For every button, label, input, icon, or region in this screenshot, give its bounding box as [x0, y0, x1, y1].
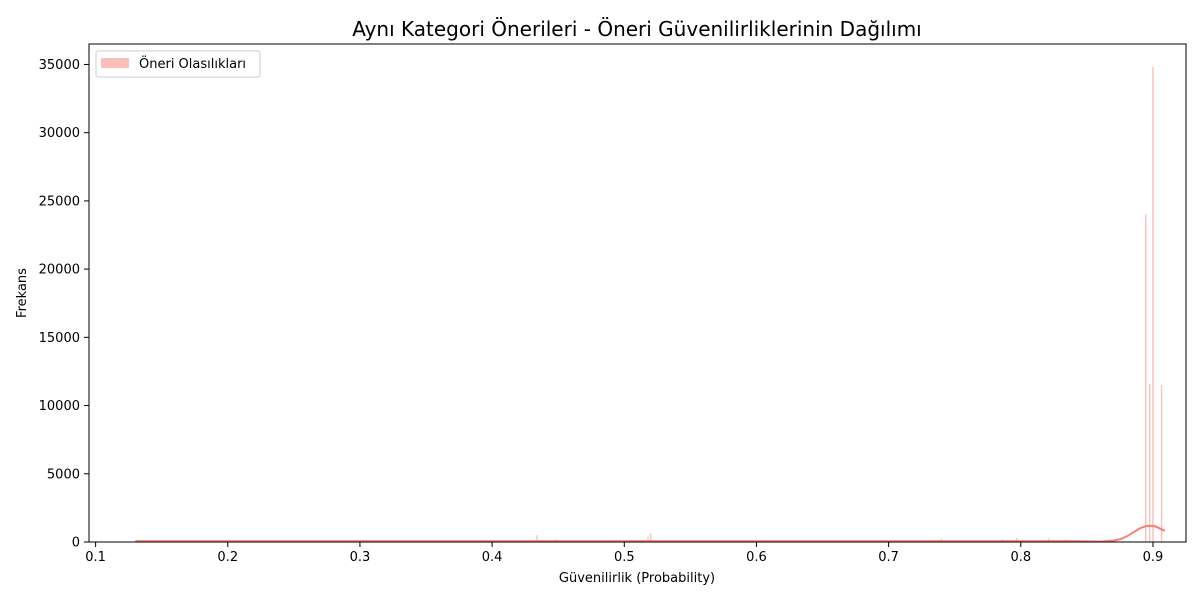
- histogram-bar: [536, 535, 538, 542]
- legend-label: Öneri Olasılıkları: [139, 55, 246, 72]
- y-tick-label: 25000: [39, 194, 80, 209]
- x-tick-label: 0.2: [217, 550, 238, 565]
- x-tick-label: 0.6: [746, 550, 767, 565]
- x-tick-label: 0.5: [614, 550, 635, 565]
- y-tick-label: 15000: [39, 331, 80, 346]
- histogram-bar: [650, 533, 652, 542]
- chart-title: Aynı Kategori Önerileri - Öneri Güvenili…: [352, 17, 921, 41]
- x-tick-label: 0.8: [1010, 550, 1031, 565]
- histogram-bars: [536, 67, 1163, 543]
- x-tick-label: 0.3: [350, 550, 371, 565]
- x-tick-label: 0.9: [1143, 550, 1164, 565]
- kde-curve-layer: [135, 524, 1166, 543]
- y-tick-label: 5000: [47, 467, 80, 482]
- histogram-bar: [1144, 214, 1147, 543]
- y-tick-label: 35000: [39, 58, 80, 73]
- y-tick-label: 20000: [39, 263, 80, 278]
- y-axis-label: Frekans: [15, 268, 30, 318]
- legend-box: [95, 50, 261, 78]
- histogram-bar: [1016, 537, 1018, 542]
- x-tick-label: 0.1: [85, 550, 106, 565]
- histogram-bar: [1152, 67, 1154, 542]
- x-tick-label: 0.4: [482, 550, 503, 565]
- legend-swatch: [101, 58, 129, 68]
- y-tick-label: 10000: [39, 399, 80, 414]
- plot-frame: [88, 43, 1187, 543]
- x-tick-label: 0.7: [878, 550, 899, 565]
- legend: Öneri Olasılıkları: [95, 50, 261, 78]
- kde-curve: [135, 524, 1166, 543]
- histogram-bar: [647, 536, 649, 542]
- x-axis-ticks: 0.1 0.2 0.3 0.4 0.5 0.6 0.7 0.8 0.9: [85, 542, 1163, 565]
- y-tick-label: 0: [72, 536, 80, 551]
- histogram-bar: [1148, 383, 1151, 542]
- histogram-bar: [1160, 385, 1163, 542]
- y-tick-label: 30000: [39, 126, 80, 141]
- y-axis-ticks: 0 5000 10000 15000 20000 25000 30000 35000: [39, 58, 89, 551]
- x-axis-label: Güvenilirlik (Probability): [559, 571, 715, 586]
